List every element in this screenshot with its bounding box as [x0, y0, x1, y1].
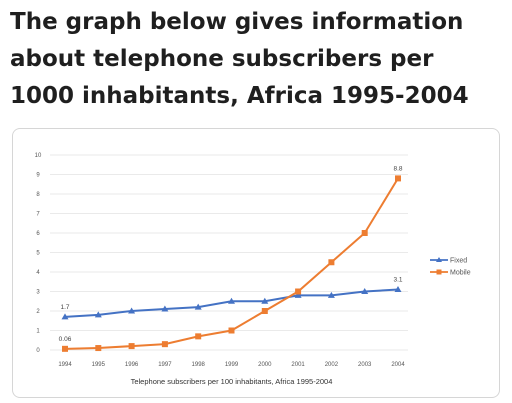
- x-tick-label: 1997: [158, 362, 172, 368]
- legend-label-mobile: Mobile: [450, 270, 471, 277]
- legend: Fixed Mobile: [430, 257, 471, 277]
- x-tick-label: 1995: [92, 362, 106, 368]
- y-tick-label: 4: [36, 270, 40, 276]
- fixed-point: [361, 288, 369, 294]
- data-labels: 1.7 3.1 0.06 8.8: [59, 165, 403, 342]
- y-tick-label: 7: [36, 212, 40, 218]
- mobile-point: [228, 327, 235, 334]
- data-label: 0.06: [59, 336, 72, 343]
- fixed-point: [194, 303, 202, 310]
- legend-label-fixed: Fixed: [450, 258, 467, 265]
- x-tick-label: 2002: [325, 362, 339, 368]
- fixed-point: [61, 313, 69, 320]
- y-tick-label: 8: [36, 192, 40, 198]
- mobile-point: [128, 343, 135, 350]
- y-tick-label: 9: [36, 173, 40, 179]
- fixed-point: [327, 291, 335, 298]
- data-label: 1.7: [60, 304, 69, 311]
- x-tick-label: 1994: [58, 362, 72, 368]
- fixed-point: [94, 311, 102, 318]
- mobile-point: [195, 333, 202, 340]
- x-tick-label: 2004: [391, 362, 405, 368]
- x-axis-ticks: 1994 1995 1996 1997 1998 1999 2000 2001 2002 2003…: [58, 362, 405, 368]
- mobile-point: [261, 308, 268, 314]
- mobile-series-line: [64, 177, 399, 350]
- chart-card: [12, 128, 500, 398]
- mobile-point: [328, 259, 335, 266]
- y-tick-label: 2: [36, 309, 40, 315]
- y-tick-label: 5: [36, 251, 40, 257]
- x-axis-label: Telephone subscribers per 100 inhabitant…: [131, 377, 333, 386]
- mobile-point: [95, 345, 102, 352]
- fixed-point: [394, 286, 402, 293]
- legend-marker-fixed: [436, 257, 442, 262]
- legend-marker-mobile: [436, 269, 442, 275]
- y-tick-label: 6: [36, 231, 40, 237]
- fixed-point: [261, 297, 269, 304]
- x-tick-label: 2000: [258, 362, 272, 368]
- page-heading: The graph below gives information about …: [10, 9, 469, 109]
- data-label: 3.1: [393, 277, 402, 284]
- y-tick-label: 1: [36, 329, 40, 335]
- grid-lines: [50, 154, 408, 351]
- x-tick-label: 2003: [358, 362, 372, 368]
- x-tick-label: 2001: [291, 362, 305, 368]
- mobile-point: [395, 175, 401, 182]
- fixed-point: [161, 305, 169, 312]
- y-tick-label: 3: [36, 290, 40, 296]
- fixed-point: [228, 297, 235, 304]
- fixed-point: [294, 291, 302, 298]
- fixed-point: [128, 307, 136, 314]
- mobile-point: [361, 230, 368, 236]
- data-label: 8.8: [393, 165, 402, 172]
- mobile-point: [295, 288, 302, 295]
- y-tick-label: 10: [35, 153, 42, 159]
- y-tick-label: 0: [36, 348, 40, 354]
- x-tick-label: 1999: [225, 362, 239, 368]
- mobile-point: [62, 345, 68, 352]
- x-tick-label: 1998: [192, 362, 206, 368]
- y-axis-ticks: 0 1 2 3 4 5 6 7 8 9 10: [35, 153, 42, 354]
- x-tick-label: 1996: [125, 362, 139, 368]
- series-group: [61, 175, 402, 352]
- mobile-point: [161, 341, 168, 348]
